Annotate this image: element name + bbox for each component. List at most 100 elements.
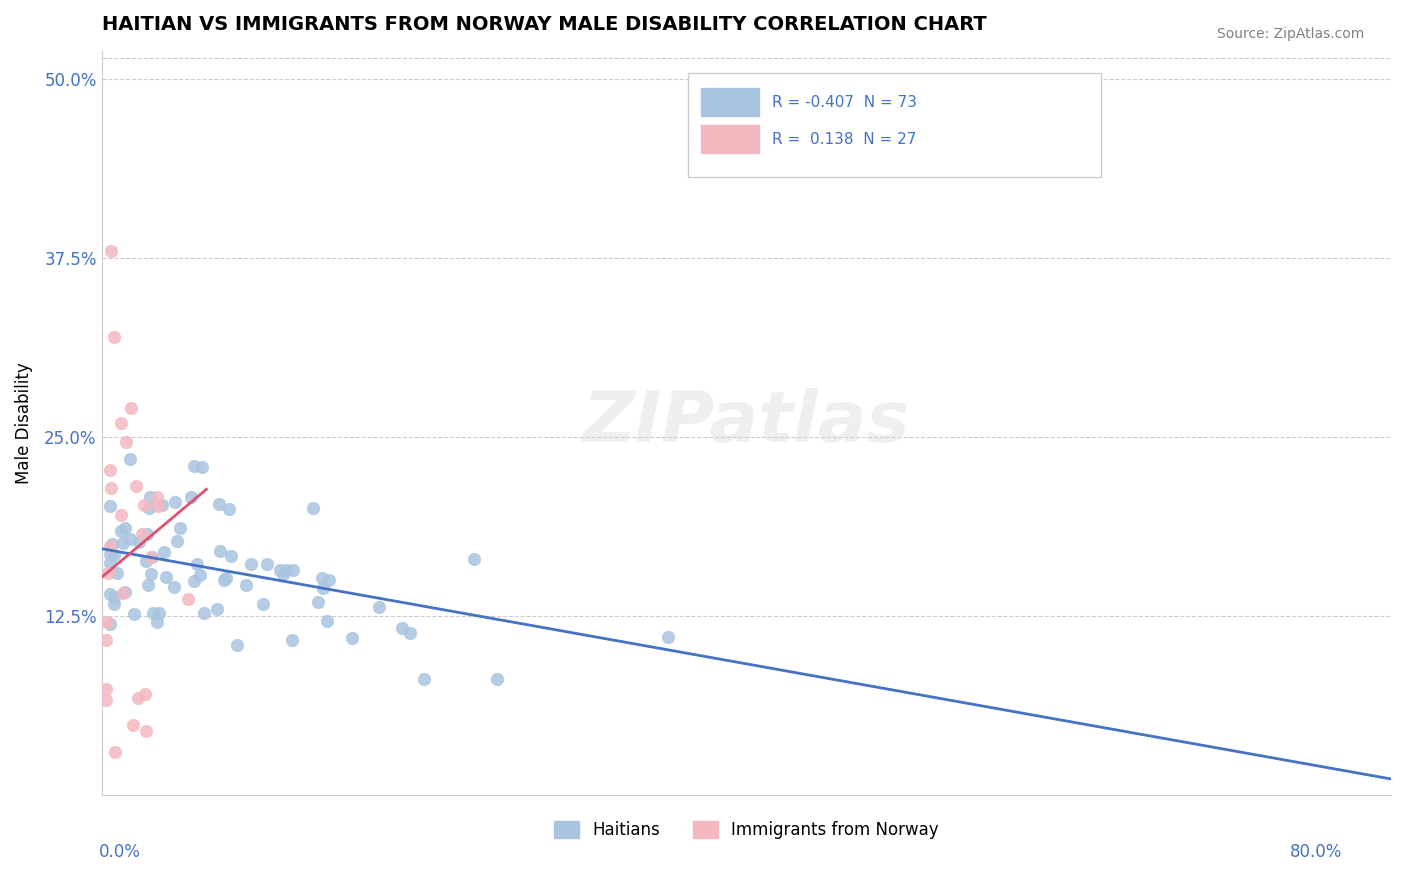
Point [205,602,228,616]
Point [239,558,262,572]
Point [146,500,169,514]
Point [96,632,118,647]
Point [136,577,159,591]
FancyBboxPatch shape [689,73,1101,178]
Point [120,452,142,467]
Point [145,490,167,504]
Point [271,566,294,581]
Point [121,718,143,732]
Point [111,536,134,550]
Point [209,544,232,558]
Point [155,570,177,584]
Point [96,681,118,696]
Point [105,566,128,581]
Text: ZIPatlas: ZIPatlas [582,388,910,458]
Point [100,481,122,495]
Point [150,498,173,512]
Text: 0.0%: 0.0% [98,843,141,861]
Point [98,463,121,477]
Point [98,539,121,553]
Point [98,617,121,632]
Point [183,458,205,473]
Point [183,574,205,589]
Point [342,631,364,645]
Point [96,693,118,707]
Point [283,563,305,577]
Point [135,554,157,568]
Point [98,547,121,561]
Point [141,566,163,581]
Point [120,532,142,546]
Point [312,581,335,595]
Point [97,566,120,580]
FancyBboxPatch shape [702,88,759,116]
Text: R =  0.138  N = 27: R = 0.138 N = 27 [772,132,917,147]
Point [163,495,186,509]
Point [135,526,157,541]
Point [180,491,202,505]
Point [146,615,169,630]
Point [101,537,124,551]
Point [134,499,156,513]
Point [169,521,191,535]
Point [311,571,333,585]
Point [657,631,679,645]
Text: 80.0%: 80.0% [1291,843,1343,861]
Y-axis label: Male Disability: Male Disability [15,362,32,483]
Point [110,524,132,538]
Point [98,499,121,513]
Point [139,491,162,505]
Text: R = -0.407  N = 73: R = -0.407 N = 73 [772,95,917,110]
Point [399,626,422,640]
Point [301,500,323,515]
Point [274,563,297,577]
Point [103,591,125,605]
Point [124,607,146,622]
Point [186,557,208,571]
Point [134,687,156,701]
Point [125,479,148,493]
Point [114,585,136,599]
Text: Source: ZipAtlas.com: Source: ZipAtlas.com [1216,27,1364,41]
Point [103,330,125,344]
Point [214,571,236,585]
Point [163,580,186,594]
Point [316,614,339,628]
Point [208,497,231,511]
Point [191,460,214,475]
Point [142,607,165,621]
Point [188,568,211,582]
Point [218,502,240,516]
Point [135,723,157,738]
Point [463,552,485,566]
Point [114,435,136,450]
Point [219,549,242,564]
Point [166,534,188,549]
Point [318,573,340,587]
Point [141,550,163,565]
Point [368,599,391,614]
Point [96,615,118,630]
Point [103,597,125,611]
Text: HAITIAN VS IMMIGRANTS FROM NORWAY MALE DISABILITY CORRELATION CHART: HAITIAN VS IMMIGRANTS FROM NORWAY MALE D… [101,15,987,34]
Point [100,244,122,259]
Point [139,550,162,565]
Point [114,520,136,534]
FancyBboxPatch shape [702,125,759,153]
Point [104,745,127,759]
Point [98,556,121,570]
Point [281,632,304,647]
Point [252,597,274,611]
Point [110,416,132,430]
Point [138,500,160,515]
Point [103,548,125,562]
Point [256,557,278,571]
Point [153,545,176,559]
Point [235,577,257,591]
Point [485,672,508,686]
Point [131,527,153,541]
Point [307,595,329,609]
Point [120,401,142,416]
Point [269,563,291,577]
Point [226,639,249,653]
